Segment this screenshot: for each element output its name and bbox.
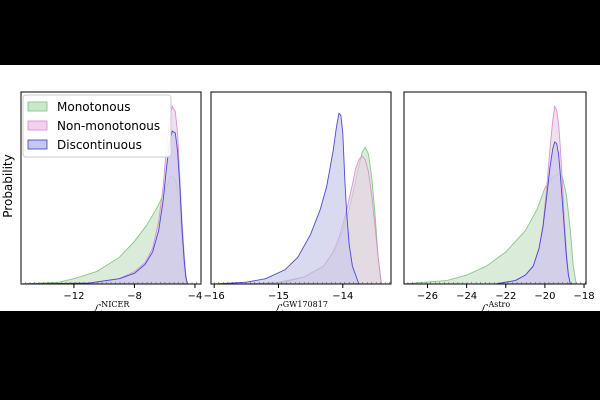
panel-astro-frame	[403, 91, 587, 285]
legend-swatch-monotonous	[27, 101, 48, 112]
panel-astro-x-ticks: −26 −24 −22 −20 −18	[407, 282, 595, 302]
panel-gw170817: −16 −15 −14 ℒGW170817	[204, 91, 392, 316]
panel-gw170817-frame	[210, 91, 392, 285]
panel-gw170817-plot	[214, 112, 382, 285]
panel-astro-x-label-base: ℒ	[480, 302, 489, 316]
panel-astro-x-tick-label: −18	[573, 291, 594, 302]
panel-astro-x-label-sup: Astro	[487, 300, 510, 309]
panel-gw170817-x-ticks: −16 −15 −14	[204, 282, 390, 302]
panel-nicer-x-tick-label: −8	[127, 291, 142, 302]
panel-astro-x-tick-label: −26	[417, 291, 438, 302]
legend-swatch-non-monotonous	[27, 120, 48, 131]
legend-label-monotonous: Monotonous	[57, 100, 131, 114]
panel-gw170817-x-tick-label: −16	[204, 291, 225, 302]
panel-nicer-x-label-sup: NICER	[101, 300, 130, 309]
panel-nicer-x-label-base: ℒ	[93, 302, 102, 316]
panel-astro-series-discontinuous	[495, 140, 571, 285]
panel-astro-plot	[403, 104, 577, 285]
panel-astro-x-tick-label: −20	[534, 291, 555, 302]
y-axis-label: Probability	[1, 154, 15, 217]
legend-label-non-monotonous: Non-monotonous	[57, 119, 160, 133]
panel-astro-x-tick-label: −24	[456, 291, 477, 302]
panel-gw170817-x-label-sup: GW170817	[283, 300, 328, 309]
panel-nicer-x-tick-label: −12	[63, 291, 84, 302]
legend-box	[22, 94, 172, 158]
panel-nicer-x-label: ℒNICER	[93, 300, 131, 316]
panel-astro-x-tick-label: −22	[495, 291, 516, 302]
legend: Monotonous Non-monotonous Discontinuous	[22, 94, 172, 158]
panel-astro: −26 −24 −22 −20 −18 ℒAstro	[403, 91, 595, 316]
panel-gw170817-x-label: ℒGW170817	[274, 300, 328, 316]
panel-gw170817-x-tick-label: −15	[268, 291, 289, 302]
legend-label-discontinuous: Discontinuous	[57, 138, 142, 152]
panel-astro-x-label: ℒAstro	[480, 300, 511, 316]
panel-gw170817-x-label-base: ℒ	[274, 302, 283, 316]
legend-swatch-discontinuous	[27, 139, 48, 150]
panel-gw170817-series-discontinuous	[214, 112, 360, 285]
panel-nicer-x-tick-label: −4	[188, 291, 203, 302]
panel-nicer-x-ticks: −12 −8 −4	[20, 282, 203, 302]
panel-nicer: −12 −8 −4 ℒNICER Monotonous Non-monotonous…	[20, 91, 203, 316]
panel-gw170817-x-tick-label: −14	[332, 291, 353, 302]
